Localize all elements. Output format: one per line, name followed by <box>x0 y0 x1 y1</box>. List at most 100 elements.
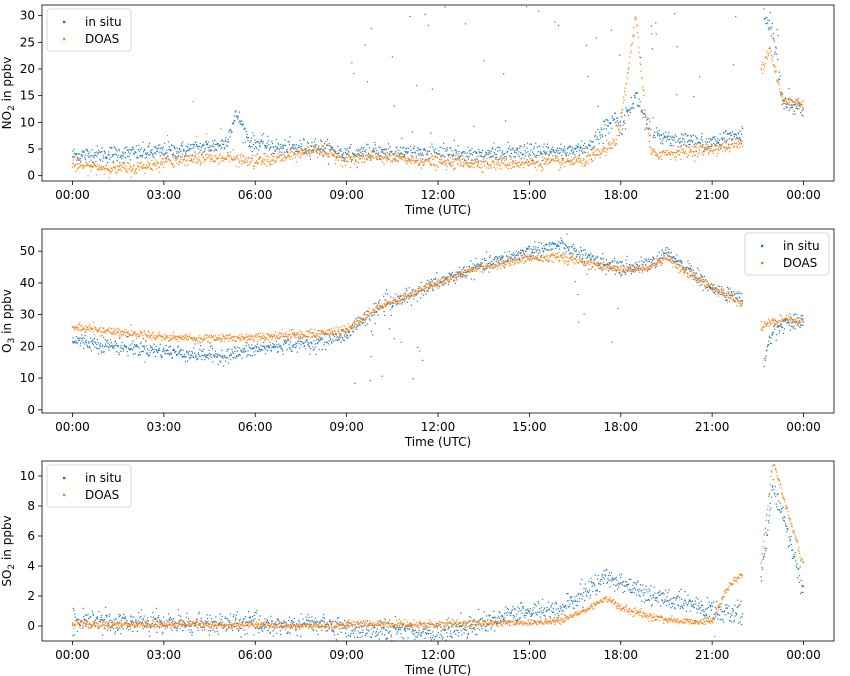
data-point <box>620 262 622 264</box>
data-point <box>689 269 691 271</box>
data-point <box>297 331 299 333</box>
data-point <box>203 144 205 146</box>
data-point <box>541 242 543 245</box>
data-point <box>84 335 86 337</box>
data-point <box>191 161 194 163</box>
data-point <box>78 159 80 161</box>
data-point <box>325 154 327 157</box>
data-point <box>190 147 192 150</box>
data-point <box>471 165 473 167</box>
data-point <box>733 146 735 148</box>
data-point <box>248 163 251 166</box>
data-point <box>527 160 530 162</box>
data-point <box>241 333 243 335</box>
data-point <box>601 269 603 271</box>
data-point <box>281 151 283 153</box>
data-point <box>257 163 259 165</box>
data-point <box>117 166 119 168</box>
data-point <box>326 144 328 146</box>
data-point <box>388 158 391 161</box>
data-point <box>152 349 154 351</box>
data-point <box>214 139 216 141</box>
data-point <box>198 353 200 355</box>
data-point <box>198 148 200 150</box>
data-point <box>177 155 179 157</box>
data-point <box>569 252 572 255</box>
data-point <box>619 260 621 263</box>
data-point <box>123 163 125 165</box>
data-point <box>137 157 139 159</box>
data-point <box>213 354 215 356</box>
data-point <box>679 142 681 144</box>
data-point <box>138 353 140 356</box>
data-point <box>103 331 105 333</box>
data-point <box>470 163 472 165</box>
data-point <box>505 156 508 158</box>
data-point <box>532 248 534 251</box>
data-point <box>487 149 489 151</box>
data-point <box>210 353 212 356</box>
data-point <box>777 324 779 326</box>
data-point <box>530 143 532 145</box>
data-point <box>494 153 496 155</box>
data-point <box>459 157 461 159</box>
data-point <box>567 160 570 162</box>
data-point <box>225 338 227 340</box>
data-point <box>205 354 208 356</box>
data-point <box>696 143 698 145</box>
data-point <box>359 150 361 152</box>
data-point <box>800 324 803 327</box>
data-point <box>230 354 233 356</box>
data-point <box>218 354 220 356</box>
data-point <box>173 335 175 337</box>
data-point <box>84 165 86 167</box>
data-point <box>112 331 114 333</box>
data-point <box>311 343 313 345</box>
data-point <box>102 344 104 346</box>
data-point <box>89 164 92 167</box>
data-point <box>83 165 85 168</box>
data-point <box>126 332 129 334</box>
data-point <box>542 146 544 148</box>
data-point <box>730 143 732 145</box>
data-point <box>653 148 655 151</box>
data-point <box>114 166 116 168</box>
data-point <box>514 160 516 162</box>
data-point <box>294 148 296 150</box>
data-point <box>344 159 346 161</box>
data-point <box>782 100 785 102</box>
data-point <box>706 141 709 143</box>
data-point <box>227 141 230 143</box>
data-point <box>159 144 161 146</box>
data-point <box>563 166 566 168</box>
data-point <box>205 154 207 156</box>
data-point <box>483 257 486 260</box>
data-point <box>558 159 560 161</box>
data-point <box>419 350 421 352</box>
data-point <box>625 263 628 265</box>
data-point <box>224 146 226 149</box>
data-point <box>194 151 196 153</box>
data-point <box>603 128 605 130</box>
data-point <box>183 356 185 358</box>
data-point <box>426 151 429 153</box>
data-point <box>169 159 172 162</box>
data-point <box>248 146 250 148</box>
data-point <box>307 343 309 346</box>
data-point <box>109 332 111 334</box>
data-point <box>427 24 430 26</box>
data-point <box>395 293 397 295</box>
data-point <box>526 147 528 149</box>
data-point <box>535 251 537 253</box>
data-point <box>87 155 89 157</box>
data-point <box>683 152 686 154</box>
data-point <box>262 158 264 160</box>
data-point <box>110 345 112 347</box>
data-point <box>244 161 246 163</box>
data-point <box>726 139 728 141</box>
data-point <box>274 334 276 336</box>
data-point <box>618 262 620 264</box>
data-point <box>109 346 111 348</box>
data-point <box>320 338 322 341</box>
data-point <box>491 155 493 157</box>
